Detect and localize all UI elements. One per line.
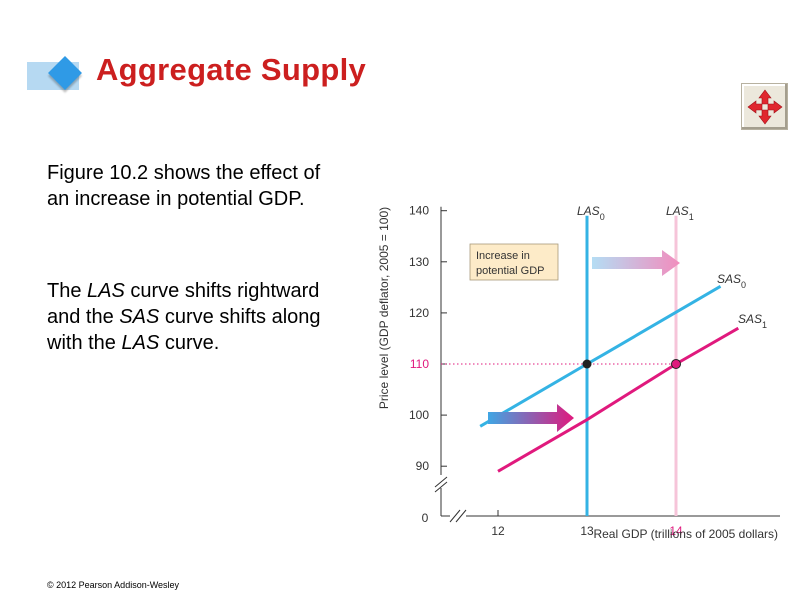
copyright-notice: © 2012 Pearson Addison-Wesley: [47, 580, 180, 590]
y-tick-label-120: 120: [409, 306, 429, 320]
paragraph-figure-description: Figure 10.2 shows the effect of an incre…: [47, 162, 321, 210]
x-tick-label-12: 12: [491, 524, 505, 538]
page-title: Aggregate Supply: [96, 52, 367, 87]
paragraph-run-1: LAS: [87, 280, 125, 302]
y-tick-label-100: 100: [409, 408, 429, 422]
sas1-line: [497, 326, 740, 473]
y-axis-title: Price level (GDP deflator, 2005 = 100): [377, 207, 391, 409]
x-tick-label-14: 14: [669, 524, 683, 538]
paragraph-run-6: curve.: [159, 332, 220, 354]
las0-label: LAS0: [577, 204, 605, 222]
sas0-label: SAS0: [717, 272, 746, 290]
paragraph-run-0: The: [47, 280, 88, 302]
las-shift-arrow: [592, 250, 680, 276]
x-axis-break: [449, 509, 467, 523]
paragraph-run-3: SAS: [119, 306, 160, 328]
move-arrows-icon: [747, 89, 783, 125]
x-tick-label-13: 13: [580, 524, 594, 538]
sas-shift-arrow: [488, 404, 574, 432]
sas1-label-text: SAS1: [738, 312, 767, 330]
x-axis-title: Real GDP (trillions of 2005 dollars): [593, 527, 778, 541]
annotation-line-1: Increase in: [476, 250, 530, 262]
annotation-line-2: potential GDP: [476, 265, 544, 277]
paragraph-las-shift: The LAS curve shifts rightward and the S…: [47, 278, 337, 356]
y-tick-label-130: 130: [409, 255, 429, 269]
paragraph-run-5: LAS: [121, 332, 160, 354]
y-tick-label-90: 90: [416, 459, 430, 473]
equilibrium-point-0: [582, 359, 592, 369]
paragraph-run-2: curve shifts rightward and the: [47, 280, 320, 328]
equilibrium-point-1: [671, 359, 681, 369]
sas1-label: SAS1: [738, 312, 767, 330]
las1-label-text: LAS1: [666, 204, 694, 222]
move-navigation-button[interactable]: [741, 83, 788, 130]
sas0-line: [479, 285, 722, 428]
paragraph-run-4: curve shifts along with the: [47, 306, 321, 354]
origin-label: 0: [422, 511, 429, 525]
las0-label-text: LAS0: [577, 204, 605, 222]
y-tick-label-110: 110: [410, 357, 429, 371]
las1-label: LAS1: [666, 204, 694, 222]
y-tick-label-140: 140: [409, 204, 429, 218]
sas0-label-text: SAS0: [717, 272, 746, 290]
annotation-box: [469, 243, 559, 281]
y-axis-break: [434, 476, 448, 493]
